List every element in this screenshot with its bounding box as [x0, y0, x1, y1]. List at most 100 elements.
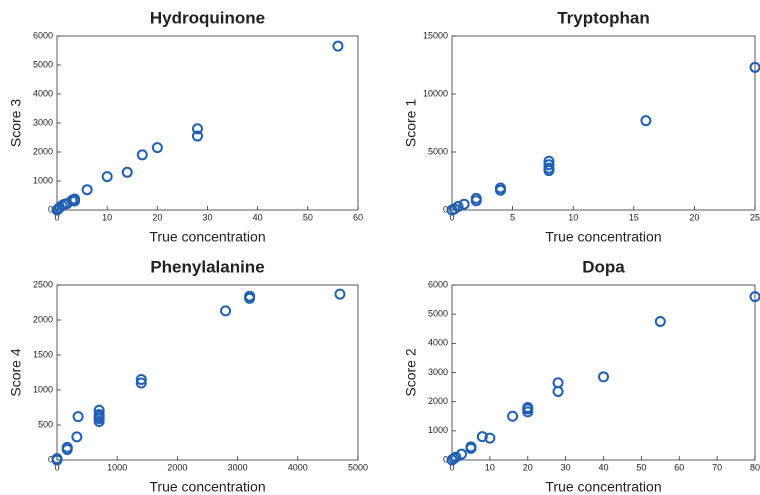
point: [465, 441, 477, 453]
point: [507, 410, 519, 422]
point: [81, 184, 93, 196]
y-tick-label: 6000: [428, 279, 448, 289]
point: [101, 171, 113, 183]
point: [334, 288, 346, 300]
point: [191, 123, 203, 135]
point: [476, 431, 488, 443]
y-tick-label: 1000: [33, 175, 53, 185]
x-tick-label: 50: [303, 212, 313, 222]
x-tick-label: 1000: [107, 462, 127, 472]
y-tick-label: 1000: [33, 384, 53, 394]
point: [135, 374, 147, 385]
x-tick-label: 0: [449, 462, 454, 472]
point: [93, 404, 105, 416]
x-tick-label: 50: [636, 462, 646, 472]
point: [452, 201, 464, 213]
point: [543, 159, 555, 171]
point: [552, 385, 564, 397]
chart-title: Dopa: [582, 257, 625, 276]
y-axis-label: Score 3: [8, 99, 24, 147]
y-axis-label: Score 4: [8, 348, 24, 396]
x-axis-label: True concentration: [545, 479, 661, 495]
x-tick-label: 5: [510, 212, 515, 222]
x-tick-label: 4000: [288, 462, 308, 472]
y-tick-label: 4000: [33, 88, 53, 98]
point: [455, 448, 467, 460]
point: [69, 195, 81, 207]
y-tick-label: 0: [48, 204, 53, 214]
point: [552, 377, 564, 389]
plot-frame: [451, 35, 756, 211]
chart-title: Phenylalanine: [150, 257, 264, 276]
y-tick-label: 2500: [33, 279, 53, 289]
x-tick-label: 30: [202, 212, 212, 222]
x-axis-label: True concentration: [149, 229, 265, 245]
point: [598, 371, 609, 383]
y-tick-label: 3000: [428, 367, 448, 377]
x-tick-label: 70: [712, 462, 722, 472]
x-tick-label: 30: [561, 462, 571, 472]
y-tick-label: 2000: [428, 396, 448, 406]
x-tick-label: 80: [750, 462, 760, 472]
point: [93, 409, 105, 420]
point: [220, 305, 232, 317]
point: [458, 198, 470, 210]
point: [484, 432, 496, 444]
y-tick-label: 4000: [428, 338, 448, 348]
x-tick-label: 0: [54, 212, 59, 222]
point: [151, 142, 163, 154]
x-tick-label: 20: [689, 212, 699, 222]
point: [51, 453, 63, 465]
plot-frame: [56, 35, 359, 211]
y-tick-label: 1000: [428, 425, 448, 435]
y-tick-label: 6000: [33, 30, 53, 40]
point: [332, 40, 344, 52]
x-tick-label: 40: [598, 462, 608, 472]
point: [135, 377, 147, 389]
x-tick-label: 10: [568, 212, 578, 222]
point: [470, 192, 482, 204]
y-axis-label: Score 2: [403, 348, 419, 396]
point: [522, 402, 534, 413]
y-tick-label: 0: [443, 204, 448, 214]
point: [71, 431, 83, 443]
point: [191, 130, 203, 142]
point: [640, 115, 652, 127]
x-axis-label: True concentration: [149, 479, 265, 495]
y-tick-label: 2000: [33, 314, 53, 324]
point: [654, 315, 666, 327]
y-tick-label: 5000: [428, 146, 448, 156]
y-axis-label: Score 1: [403, 99, 419, 147]
x-tick-label: 0: [54, 462, 59, 472]
point: [543, 162, 555, 174]
x-tick-label: 40: [253, 212, 263, 222]
x-tick-label: 10: [485, 462, 495, 472]
y-tick-label: 1500: [33, 349, 53, 359]
point: [450, 451, 462, 463]
point: [244, 290, 256, 302]
x-tick-label: 3000: [228, 462, 248, 472]
plot-frame: [56, 284, 359, 461]
x-tick-label: 0: [449, 212, 454, 222]
y-tick-label: 500: [38, 419, 53, 429]
x-tick-label: 60: [353, 212, 363, 222]
x-tick-label: 25: [750, 212, 760, 222]
chart-title: Hydroquinone: [150, 8, 265, 27]
y-tick-label: 2000: [33, 146, 53, 156]
x-tick-label: 10: [102, 212, 112, 222]
point: [121, 166, 133, 178]
y-tick-label: 15000: [423, 30, 448, 40]
x-axis-label: True concentration: [545, 229, 661, 245]
point: [136, 149, 148, 161]
y-tick-label: 0: [443, 454, 448, 464]
y-tick-label: 0: [48, 454, 53, 464]
x-tick-label: 5000: [348, 462, 368, 472]
point: [543, 155, 555, 167]
y-tick-label: 10000: [423, 88, 448, 98]
x-tick-label: 2000: [167, 462, 187, 472]
chart-title: Tryptophan: [557, 8, 650, 27]
y-tick-label: 3000: [33, 117, 53, 127]
x-tick-label: 60: [674, 462, 684, 472]
